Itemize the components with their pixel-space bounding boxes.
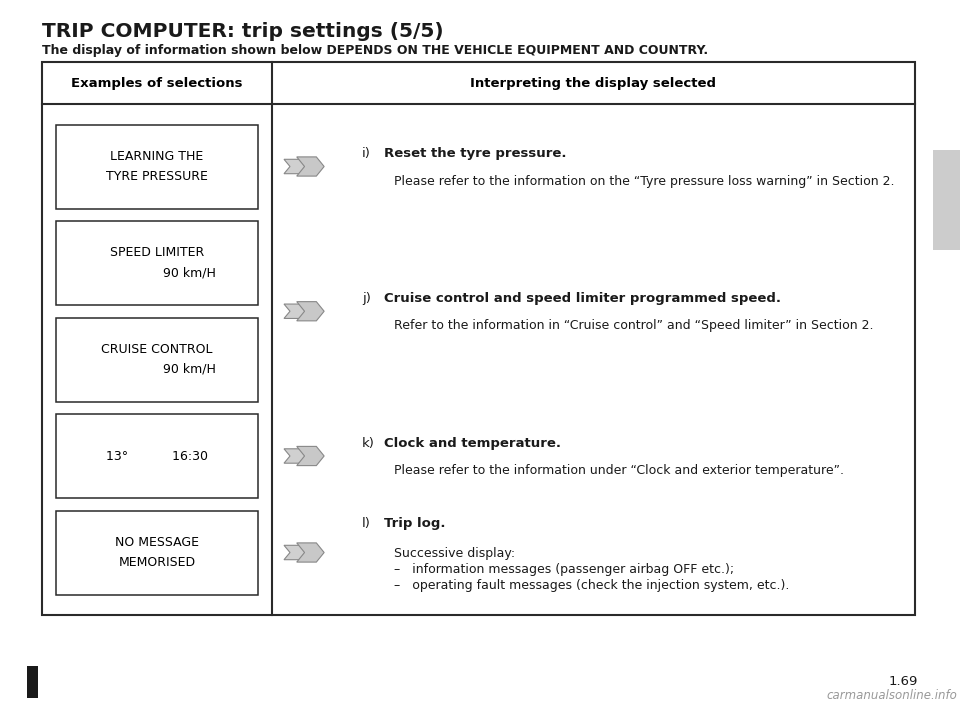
Text: –   information messages (passenger airbag OFF etc.);: – information messages (passenger airbag… [394, 562, 734, 576]
Polygon shape [297, 157, 324, 176]
Bar [56, 510, 258, 594]
Text: Please refer to the information on the “Tyre pressure loss warning” in Section 2: Please refer to the information on the “… [394, 175, 895, 187]
Text: Reset the tyre pressure.: Reset the tyre pressure. [384, 148, 566, 160]
Text: Successive display:: Successive display: [394, 547, 516, 559]
Text: The display of information shown below DEPENDS ON THE VEHICLE EQUIPMENT AND COUN: The display of information shown below D… [42, 44, 708, 57]
Text: SPEED LIMITER
                90 km/H: SPEED LIMITER 90 km/H [99, 246, 215, 280]
Text: Cruise control and speed limiter programmed speed.: Cruise control and speed limiter program… [384, 293, 781, 305]
Text: carmanualsonline.info: carmanualsonline.info [827, 689, 957, 702]
Polygon shape [284, 304, 309, 319]
Text: NO MESSAGE
MEMORISED: NO MESSAGE MEMORISED [115, 536, 199, 569]
Bar [56, 414, 258, 498]
Text: LEARNING THE
TYRE PRESSURE: LEARNING THE TYRE PRESSURE [106, 150, 208, 183]
Bar [56, 221, 258, 305]
Text: j): j) [362, 293, 371, 305]
Text: Examples of selections: Examples of selections [71, 77, 243, 89]
Bar [56, 317, 258, 401]
Text: i): i) [362, 148, 371, 160]
Bar [933, 150, 960, 250]
Text: 1.69: 1.69 [889, 675, 918, 688]
Bar [42, 62, 915, 615]
Text: –   operating fault messages (check the injection system, etc.).: – operating fault messages (check the in… [394, 579, 789, 591]
Text: Clock and temperature.: Clock and temperature. [384, 437, 561, 450]
Text: 13°           16:30: 13° 16:30 [106, 449, 208, 462]
Text: Trip log.: Trip log. [384, 518, 445, 530]
Polygon shape [284, 449, 309, 463]
Bar [27, 666, 38, 698]
Text: Refer to the information in “Cruise control” and “Speed limiter” in Section 2.: Refer to the information in “Cruise cont… [394, 320, 874, 332]
Polygon shape [297, 543, 324, 562]
Polygon shape [284, 545, 309, 559]
Text: TRIP COMPUTER: trip settings (5/5): TRIP COMPUTER: trip settings (5/5) [42, 22, 444, 41]
Text: k): k) [362, 437, 374, 450]
Text: CRUISE CONTROL
                90 km/H: CRUISE CONTROL 90 km/H [99, 343, 215, 376]
Bar [56, 124, 258, 209]
Text: Interpreting the display selected: Interpreting the display selected [470, 77, 716, 89]
Polygon shape [284, 159, 309, 174]
Text: Please refer to the information under “Clock and exterior temperature”.: Please refer to the information under “C… [394, 464, 844, 477]
Text: l): l) [362, 518, 371, 530]
Polygon shape [297, 447, 324, 466]
Polygon shape [297, 302, 324, 321]
